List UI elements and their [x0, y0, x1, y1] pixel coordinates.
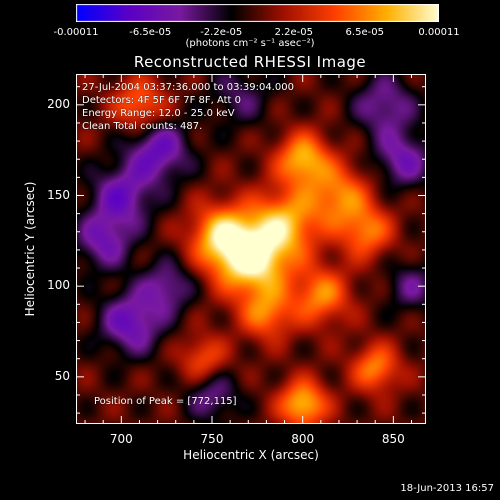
colorbar-tick-label: -0.00011: [53, 27, 99, 38]
x-tick-label: 750: [200, 432, 224, 446]
y-tick-label: 50: [54, 368, 70, 383]
y-tick-label: 100: [47, 278, 70, 293]
y-tick-label: 150: [47, 187, 70, 202]
colorbar: [76, 4, 439, 22]
annotation-energy-range: Energy Range: 12.0 - 25.0 keV: [82, 108, 235, 119]
colorbar-gradient: [76, 4, 439, 22]
colorbar-tick-label: -6.5e-05: [129, 27, 172, 38]
plot-border: [76, 74, 426, 424]
plot-area: 27-Jul-2004 03:37:36.000 to 03:39:04.000…: [76, 74, 426, 424]
annotation-time-range: 27-Jul-2004 03:37:36.000 to 03:39:04.000: [82, 82, 294, 93]
annotation-clean-counts: Clean Total counts: 487.: [82, 121, 203, 132]
y-axis-label: Heliocentric Y (arcsec): [23, 181, 37, 317]
heatmap-image: [76, 74, 426, 424]
x-tick-label: 700: [109, 432, 133, 446]
annotation-peak-position: Position of Peak = [772,115]: [94, 396, 237, 407]
datestamp: 18-Jun-2013 16:57: [400, 483, 494, 494]
x-tick-label: 850: [381, 432, 405, 446]
chart-title: Reconstructed RHESSI Image: [133, 53, 367, 71]
x-axis-label: Heliocentric X (arcsec): [183, 448, 319, 462]
annotation-detectors: Detectors: 4F 5F 6F 7F 8F, Att 0: [82, 95, 242, 106]
colorbar-tick-label: 2.2e-05: [274, 27, 313, 38]
y-tick-labels: 50 100 150 200: [30, 0, 70, 500]
colorbar-tick-label: -2.2e-05: [200, 27, 243, 38]
colorbar-tick-label: 0.00011: [418, 27, 460, 38]
y-tick-label: 200: [47, 96, 70, 111]
colorbar-tick-label: 6.5e-05: [345, 27, 384, 38]
colorbar-label: (photons cm⁻² s⁻¹ asec⁻²): [185, 38, 315, 49]
x-tick-label: 800: [291, 432, 315, 446]
plot-axes: [76, 74, 426, 424]
